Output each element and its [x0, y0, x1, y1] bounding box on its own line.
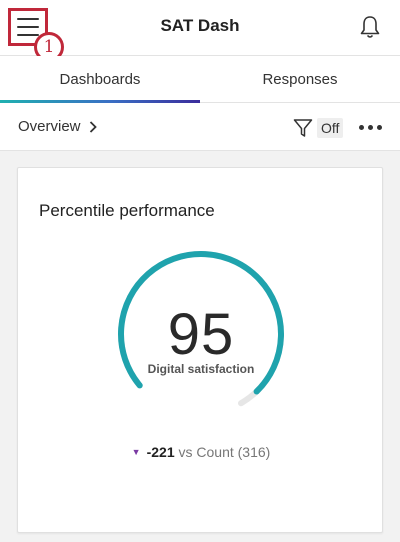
- gauge-fill-arc: [118, 251, 284, 395]
- gauge-chart: [118, 251, 284, 407]
- filter-icon: [293, 119, 313, 137]
- comparison-delta: -221: [146, 444, 175, 460]
- chevron-right-icon: [89, 120, 97, 133]
- menu-bar: [17, 26, 39, 28]
- gauge-value: 95: [167, 302, 235, 367]
- down-triangle-icon: ▼: [131, 447, 141, 457]
- dot: [359, 125, 364, 130]
- tab-responses[interactable]: Responses: [262, 70, 338, 88]
- toolbar: Overview Off: [0, 103, 400, 151]
- breadcrumb[interactable]: Overview: [18, 118, 97, 135]
- comparison-row: ▼ -221 vs Count (316): [18, 444, 384, 460]
- widget-title: Percentile performance: [39, 201, 215, 220]
- dot: [377, 125, 382, 130]
- filter-status-label: Off: [317, 118, 344, 138]
- widget-card[interactable]: Percentile performance 95 Digital satisf…: [17, 167, 383, 533]
- breadcrumb-label: Overview: [18, 118, 81, 135]
- dot: [368, 125, 373, 130]
- page-title: SAT Dash: [160, 16, 240, 35]
- menu-bar: [17, 34, 39, 36]
- tab-dashboards[interactable]: Dashboards: [0, 56, 200, 103]
- gauge-metric-label: Digital satisfaction: [147, 362, 255, 376]
- more-horizontal-icon[interactable]: [359, 125, 382, 130]
- menu-bar: [17, 18, 39, 20]
- comparison-text: vs Count (316): [178, 444, 271, 460]
- filter-toggle[interactable]: Off: [293, 115, 344, 141]
- tab-bar: Dashboards Responses: [0, 56, 400, 103]
- hamburger-menu-button[interactable]: [8, 8, 48, 46]
- bell-icon[interactable]: [358, 14, 382, 40]
- app-header: 1 SAT Dash: [0, 0, 400, 62]
